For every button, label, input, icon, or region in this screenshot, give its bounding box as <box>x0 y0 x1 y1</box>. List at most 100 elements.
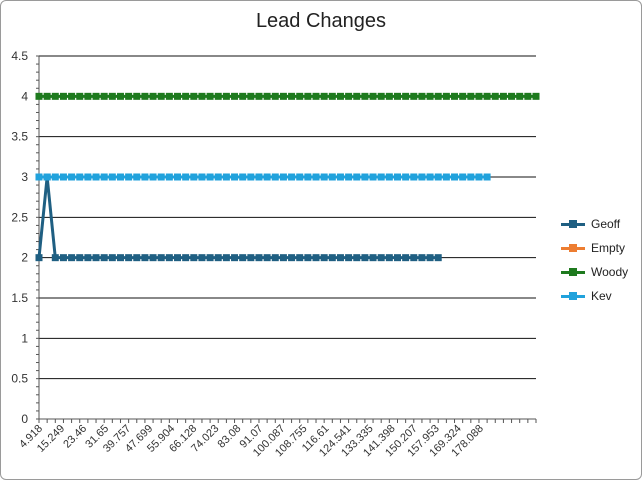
data-point-woody <box>92 92 100 100</box>
data-point-woody <box>133 92 141 100</box>
data-point-geoff <box>51 254 59 262</box>
data-point-geoff <box>92 254 100 262</box>
y-tick-label: 0.5 <box>11 372 28 386</box>
data-point-geoff <box>320 254 328 262</box>
data-point-geoff <box>255 254 263 262</box>
data-point-geoff <box>377 254 385 262</box>
data-point-geoff <box>279 254 287 262</box>
data-point-woody <box>353 92 361 100</box>
data-point-geoff <box>393 254 401 262</box>
legend-item-woody: Woody <box>561 264 641 288</box>
data-point-kev <box>369 173 377 181</box>
data-point-geoff <box>385 254 393 262</box>
data-point-kev <box>141 173 149 181</box>
data-point-kev <box>328 173 336 181</box>
data-point-kev <box>222 173 230 181</box>
legend-marker <box>569 268 577 276</box>
data-point-kev <box>239 173 247 181</box>
data-point-geoff <box>328 254 336 262</box>
legend-marker <box>569 220 577 228</box>
data-point-woody <box>59 92 67 100</box>
data-point-woody <box>434 92 442 100</box>
data-point-kev <box>320 173 328 181</box>
data-point-geoff <box>59 254 67 262</box>
data-point-woody <box>508 92 516 100</box>
data-point-kev <box>418 173 426 181</box>
data-point-geoff <box>84 254 92 262</box>
data-point-kev <box>263 173 271 181</box>
data-point-geoff <box>125 254 133 262</box>
data-point-geoff <box>304 254 312 262</box>
data-point-geoff <box>68 254 76 262</box>
data-point-geoff <box>336 254 344 262</box>
data-point-kev <box>426 173 434 181</box>
data-point-woody <box>328 92 336 100</box>
legend-label: Kev <box>591 289 612 303</box>
y-tick-label: 4.5 <box>11 49 28 63</box>
data-point-kev <box>76 173 84 181</box>
data-point-kev <box>149 173 157 181</box>
data-point-kev <box>43 173 51 181</box>
data-point-geoff <box>157 254 165 262</box>
data-point-woody <box>214 92 222 100</box>
data-point-geoff <box>141 254 149 262</box>
data-point-woody <box>345 92 353 100</box>
data-point-woody <box>459 92 467 100</box>
data-point-geoff <box>345 254 353 262</box>
x-tick-label: 83.08 <box>216 423 244 451</box>
data-point-woody <box>255 92 263 100</box>
data-point-woody <box>483 92 491 100</box>
data-point-kev <box>434 173 442 181</box>
legend-marker <box>569 292 577 300</box>
data-point-woody <box>231 92 239 100</box>
data-point-woody <box>35 92 43 100</box>
data-point-kev <box>483 173 491 181</box>
data-point-kev <box>100 173 108 181</box>
data-point-kev <box>255 173 263 181</box>
data-point-kev <box>157 173 165 181</box>
data-point-woody <box>116 92 124 100</box>
legend-item-kev: Kev <box>561 288 641 312</box>
data-point-geoff <box>190 254 198 262</box>
data-point-woody <box>68 92 76 100</box>
data-point-woody <box>76 92 84 100</box>
data-point-woody <box>385 92 393 100</box>
data-point-kev <box>345 173 353 181</box>
data-point-woody <box>263 92 271 100</box>
legend-item-geoff: Geoff <box>561 216 641 240</box>
data-point-kev <box>361 173 369 181</box>
data-point-woody <box>499 92 507 100</box>
data-point-woody <box>222 92 230 100</box>
data-point-woody <box>84 92 92 100</box>
data-point-kev <box>442 173 450 181</box>
data-point-woody <box>336 92 344 100</box>
data-point-kev <box>410 173 418 181</box>
data-point-geoff <box>35 254 43 262</box>
legend-marker <box>569 244 577 252</box>
data-point-geoff <box>271 254 279 262</box>
data-point-geoff <box>174 254 182 262</box>
data-point-geoff <box>206 254 214 262</box>
data-point-kev <box>190 173 198 181</box>
data-point-kev <box>312 173 320 181</box>
data-point-kev <box>214 173 222 181</box>
data-point-geoff <box>418 254 426 262</box>
data-point-kev <box>271 173 279 181</box>
data-point-kev <box>247 173 255 181</box>
legend-label: Empty <box>591 241 626 255</box>
data-point-woody <box>418 92 426 100</box>
data-point-kev <box>304 173 312 181</box>
data-point-woody <box>165 92 173 100</box>
data-point-woody <box>516 92 524 100</box>
data-point-woody <box>369 92 377 100</box>
data-point-woody <box>402 92 410 100</box>
legend: Geoff Empty Woody Kev <box>561 216 641 312</box>
legend-swatch <box>561 220 585 228</box>
data-point-geoff <box>149 254 157 262</box>
data-point-woody <box>393 92 401 100</box>
y-tick-label: 3 <box>21 170 28 184</box>
data-point-woody <box>377 92 385 100</box>
data-point-woody <box>279 92 287 100</box>
data-point-woody <box>190 92 198 100</box>
